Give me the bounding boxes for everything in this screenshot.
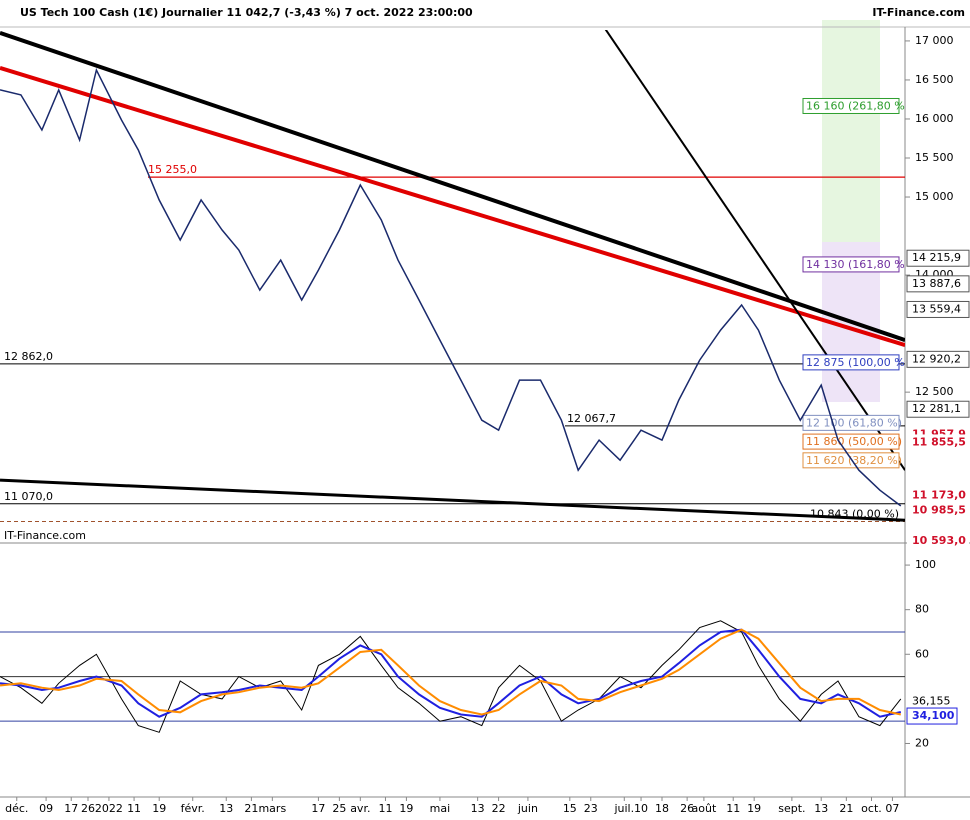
- fib-label: 14 130 (161,80 %): [806, 258, 909, 271]
- x-tick-label: oct.: [861, 802, 882, 815]
- osc-line: [0, 620, 902, 733]
- price-box: [907, 532, 969, 549]
- level-label: 12 067,7: [567, 412, 616, 425]
- x-tick-label: 17: [64, 802, 78, 815]
- osc-label: 34,100: [912, 709, 955, 722]
- osc-line: [0, 628, 902, 716]
- x-tick-label: 15: [563, 802, 577, 815]
- y-tick-label: 15 500: [915, 151, 954, 164]
- x-tick-label: déc.: [5, 802, 28, 815]
- price-box: [906, 400, 970, 418]
- y-tick-label: 60: [915, 647, 929, 660]
- y-tick-label: 16 500: [915, 73, 954, 86]
- x-tick-label: 07: [885, 802, 899, 815]
- x-tick-label: 26: [680, 802, 694, 815]
- chart-title: US Tech 100 Cash (1€) Journalier 11 042,…: [20, 6, 473, 19]
- fib-box: [802, 452, 900, 469]
- osc-box: [907, 693, 957, 710]
- fib-box: [802, 97, 900, 114]
- price-label: 12 281,1: [912, 402, 961, 415]
- price-box: [907, 502, 969, 519]
- y-tick-label: 17 000: [915, 34, 954, 47]
- brand: IT-Finance.com: [872, 6, 965, 19]
- x-tick-label: avr.: [350, 802, 370, 815]
- x-tick-label: 11: [378, 802, 392, 815]
- x-tick-label: 18: [655, 802, 669, 815]
- price-label: 11 855,5: [912, 435, 966, 448]
- x-tick-label: 13: [471, 802, 485, 815]
- x-tick-label: 13: [814, 802, 828, 815]
- x-tick-label: mars: [258, 802, 286, 815]
- x-tick-label: 22: [492, 802, 506, 815]
- price-label: 10 985,5: [912, 503, 966, 516]
- price-label: 13 559,4: [912, 302, 961, 315]
- x-tick-label: 13: [219, 802, 233, 815]
- price-label: 12 920,2: [912, 352, 961, 365]
- y-tick-label: 80: [915, 603, 929, 616]
- x-tick-label: sept.: [778, 802, 805, 815]
- price-box: [907, 487, 969, 504]
- x-tick-label: 19: [747, 802, 761, 815]
- x-tick-label: 2022: [95, 802, 123, 815]
- price-box: [907, 434, 969, 451]
- price-box: [906, 350, 970, 368]
- price-line: [0, 67, 902, 507]
- x-tick-label: 21: [839, 802, 853, 815]
- price-label: 14 215,9: [912, 251, 961, 264]
- fib-box: [802, 354, 900, 371]
- trendline: [0, 30, 905, 342]
- trendline: [0, 66, 905, 347]
- osc-label: 36,155: [912, 694, 951, 707]
- x-tick-label: 09: [39, 802, 53, 815]
- y-tick-label: 20: [915, 736, 929, 749]
- x-tick-label: févr.: [181, 802, 205, 815]
- level-label: 15 255,0: [148, 163, 197, 176]
- level-label: 11 070,0: [4, 490, 53, 503]
- price-box: [906, 249, 970, 267]
- trendline: [0, 478, 905, 522]
- price-box: [906, 275, 970, 293]
- price-box: [906, 300, 970, 318]
- price-label: 11 173,0: [912, 489, 966, 502]
- fib-label: 11 620 (38,20 %): [806, 454, 902, 467]
- x-tick-label: 19: [399, 802, 413, 815]
- x-tick-label: 25: [332, 802, 346, 815]
- x-tick-label: 21: [244, 802, 258, 815]
- price-label: 10 593,0: [912, 534, 966, 547]
- fib-box: [802, 433, 900, 450]
- x-tick-label: 26: [81, 802, 95, 815]
- x-tick-label: 11: [127, 802, 141, 815]
- fib-label: 12 100 (61,80 %): [806, 416, 902, 429]
- y-tick-label: 100: [915, 558, 936, 571]
- x-tick-label: juin: [517, 802, 538, 815]
- y-tick-label: 15 000: [915, 190, 954, 203]
- x-tick-label: 11: [726, 802, 740, 815]
- x-tick-label: juil.: [613, 802, 634, 815]
- source: IT-Finance.com: [4, 529, 86, 542]
- fib-label: 12 875 (100,00 %): [806, 356, 909, 369]
- x-tick-label: 10: [634, 802, 648, 815]
- y-tick-label: 16 000: [915, 112, 954, 125]
- level-label: 12 862,0: [4, 350, 53, 363]
- fib-box: [802, 256, 900, 273]
- y-tick-label: 12 500: [915, 385, 954, 398]
- fib-label: 16 160 (261,80 %): [806, 99, 909, 112]
- x-tick-label: août: [692, 802, 717, 815]
- x-tick-label: 23: [584, 802, 598, 815]
- fib-label: 11 860 (50,00 %): [806, 435, 902, 448]
- target-zone: [822, 20, 880, 242]
- trendline: [604, 30, 905, 471]
- osc-box: [906, 707, 958, 725]
- x-tick-label: 19: [152, 802, 166, 815]
- x-tick-label: mai: [430, 802, 451, 815]
- price-label: 13 887,6: [912, 277, 961, 290]
- fib-box: [802, 414, 900, 431]
- x-tick-label: 17: [311, 802, 325, 815]
- osc-line: [0, 628, 902, 718]
